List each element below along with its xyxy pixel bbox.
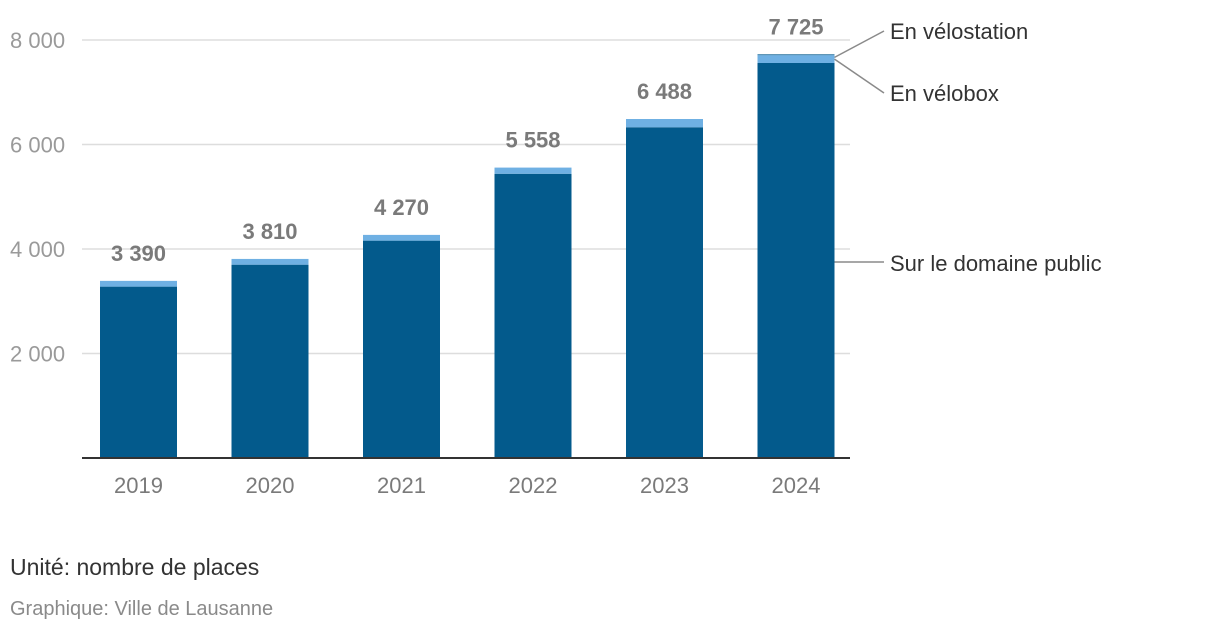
- bar-chart: 2 000 4 000 6 000 8 000 3 390 3 810 4 270 5 55…: [10, 14, 1102, 498]
- x-tick-label-2020: 2020: [246, 473, 295, 498]
- bar-segment-2022-1: [494, 167, 572, 174]
- y-tick-label: 4 000: [10, 237, 65, 262]
- x-tick-label-2023: 2023: [640, 473, 689, 498]
- bar-segment-2020-0: [231, 264, 309, 458]
- y-tick-label: 2 000: [10, 342, 65, 367]
- x-tick-label-2022: 2022: [509, 473, 558, 498]
- bar-segment-2023-0: [626, 127, 703, 458]
- bar-segment-2023-1: [626, 119, 703, 128]
- series-label-2: En vélostation: [890, 19, 1028, 44]
- bar-segment-2024-2: [757, 54, 835, 56]
- total-label-2024: 7 725: [768, 14, 823, 39]
- total-label-2021: 4 270: [374, 195, 429, 220]
- series-leader-line: [834, 58, 885, 94]
- total-label-2023: 6 488: [637, 79, 692, 104]
- bar-segment-2019-1: [100, 280, 177, 287]
- bar-segment-2020-1: [231, 258, 309, 265]
- series-leader-line: [834, 30, 885, 59]
- bar-segment-2024-1: [757, 55, 835, 63]
- y-tick-label: 8 000: [10, 28, 65, 53]
- bars: [100, 54, 835, 459]
- x-tick-label-2021: 2021: [377, 473, 426, 498]
- total-label-2020: 3 810: [242, 219, 297, 244]
- total-labels: 3 390 3 810 4 270 5 558 6 488 7 725: [111, 14, 824, 266]
- bar-segment-2022-0: [494, 173, 572, 458]
- unit-note: Unité: nombre de places: [10, 554, 260, 580]
- total-label-2022: 5 558: [505, 128, 560, 153]
- x-tick-label-2024: 2024: [772, 473, 821, 498]
- series-label-0: Sur le domaine public: [890, 251, 1102, 276]
- bar-segment-2021-0: [363, 240, 440, 458]
- gridlines: [82, 39, 850, 355]
- y-axis-ticks: 2 000 4 000 6 000 8 000: [10, 28, 65, 367]
- source-note: Graphique: Ville de Lausanne: [10, 598, 274, 620]
- bar-segment-2024-0: [757, 62, 835, 459]
- y-tick-label: 6 000: [10, 133, 65, 158]
- total-label-2019: 3 390: [111, 241, 166, 266]
- series-label-1: En vélobox: [890, 81, 999, 106]
- series-labels: En vélostation En vélobox Sur le domaine p…: [834, 19, 1102, 276]
- x-tick-label-2019: 2019: [114, 473, 163, 498]
- x-axis-ticks: 2019 2020 2021 2022 2023 2024: [114, 473, 820, 498]
- bar-segment-2021-1: [363, 234, 440, 241]
- bar-segment-2019-0: [100, 286, 177, 458]
